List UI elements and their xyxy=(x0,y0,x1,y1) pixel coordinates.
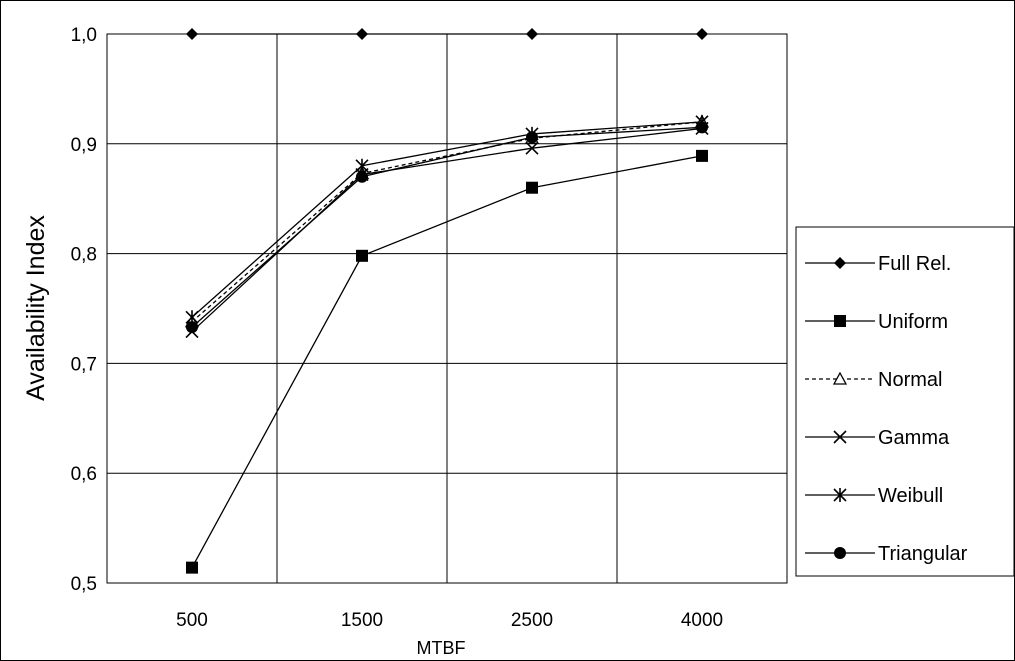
y-axis: 0,5 0,6 0,7 0,8 0,9 1,0 xyxy=(71,25,97,595)
legend-item-full-rel: Full Rel. xyxy=(805,253,951,275)
x-axis: 500 1500 2500 4000 xyxy=(176,610,723,631)
series-line-triangular xyxy=(191,126,703,328)
data-point-weibull xyxy=(355,158,369,173)
legend-label: Normal xyxy=(878,369,942,391)
y-tick-label: 0,7 xyxy=(71,354,97,375)
data-point-full-rel xyxy=(526,28,538,40)
legend-item-weibull: Weibull xyxy=(805,485,943,507)
y-tick-label: 0,5 xyxy=(71,574,97,595)
legend-label: Full Rel. xyxy=(878,253,951,275)
series-group xyxy=(184,28,710,574)
data-point-triangular xyxy=(186,321,198,334)
grid xyxy=(107,34,787,583)
legend-marker xyxy=(834,315,846,327)
series-full-rel xyxy=(186,28,708,40)
legend-box xyxy=(795,226,1015,577)
legend-item-gamma: Gamma xyxy=(805,427,950,449)
data-point-triangular xyxy=(526,131,538,144)
data-point-full-rel xyxy=(696,28,708,40)
x-tick-label: 500 xyxy=(176,610,208,631)
data-point-uniform xyxy=(526,181,538,194)
x-tick-label: 2500 xyxy=(511,610,553,631)
data-point-uniform xyxy=(356,249,368,262)
legend-marker xyxy=(833,488,847,502)
y-tick-label: 0,9 xyxy=(71,135,97,156)
x-tick-label: 1500 xyxy=(341,610,383,631)
y-axis-title: Availability Index xyxy=(22,215,50,401)
legend-item-normal: Normal xyxy=(805,369,942,391)
legend-label: Weibull xyxy=(878,485,943,507)
legend-item-uniform: Uniform xyxy=(805,311,948,333)
series-line-weibull xyxy=(191,121,703,318)
legend-item-triangular: Triangular xyxy=(805,543,968,565)
series-line-normal xyxy=(191,121,703,323)
y-tick-label: 1,0 xyxy=(71,25,97,46)
series-line-gamma xyxy=(191,127,703,333)
series-uniform xyxy=(186,149,708,574)
legend-marker xyxy=(834,547,846,559)
data-point-uniform xyxy=(696,149,708,162)
y-tick-label: 0,8 xyxy=(71,245,97,266)
series-line-uniform xyxy=(191,155,703,568)
legend-marker xyxy=(833,430,847,444)
x-tick-label: 4000 xyxy=(681,610,723,631)
legend-label: Uniform xyxy=(878,311,948,333)
data-point-full-rel xyxy=(356,28,368,40)
y-tick-label: 0,6 xyxy=(71,464,97,485)
series-triangular xyxy=(186,121,708,334)
legend-marker xyxy=(832,371,848,385)
data-point-gamma xyxy=(525,141,539,155)
data-point-triangular xyxy=(696,121,708,134)
legend: Full Rel. Uniform Normal Gamma Weibull Triang… xyxy=(795,226,1015,577)
data-point-full-rel xyxy=(186,28,198,40)
data-point-triangular xyxy=(356,170,368,183)
data-point-uniform xyxy=(186,561,198,574)
legend-label: Gamma xyxy=(878,427,950,449)
legend-marker xyxy=(834,257,846,269)
x-axis-title: MTBF xyxy=(417,638,466,658)
legend-label: Triangular xyxy=(878,543,968,565)
